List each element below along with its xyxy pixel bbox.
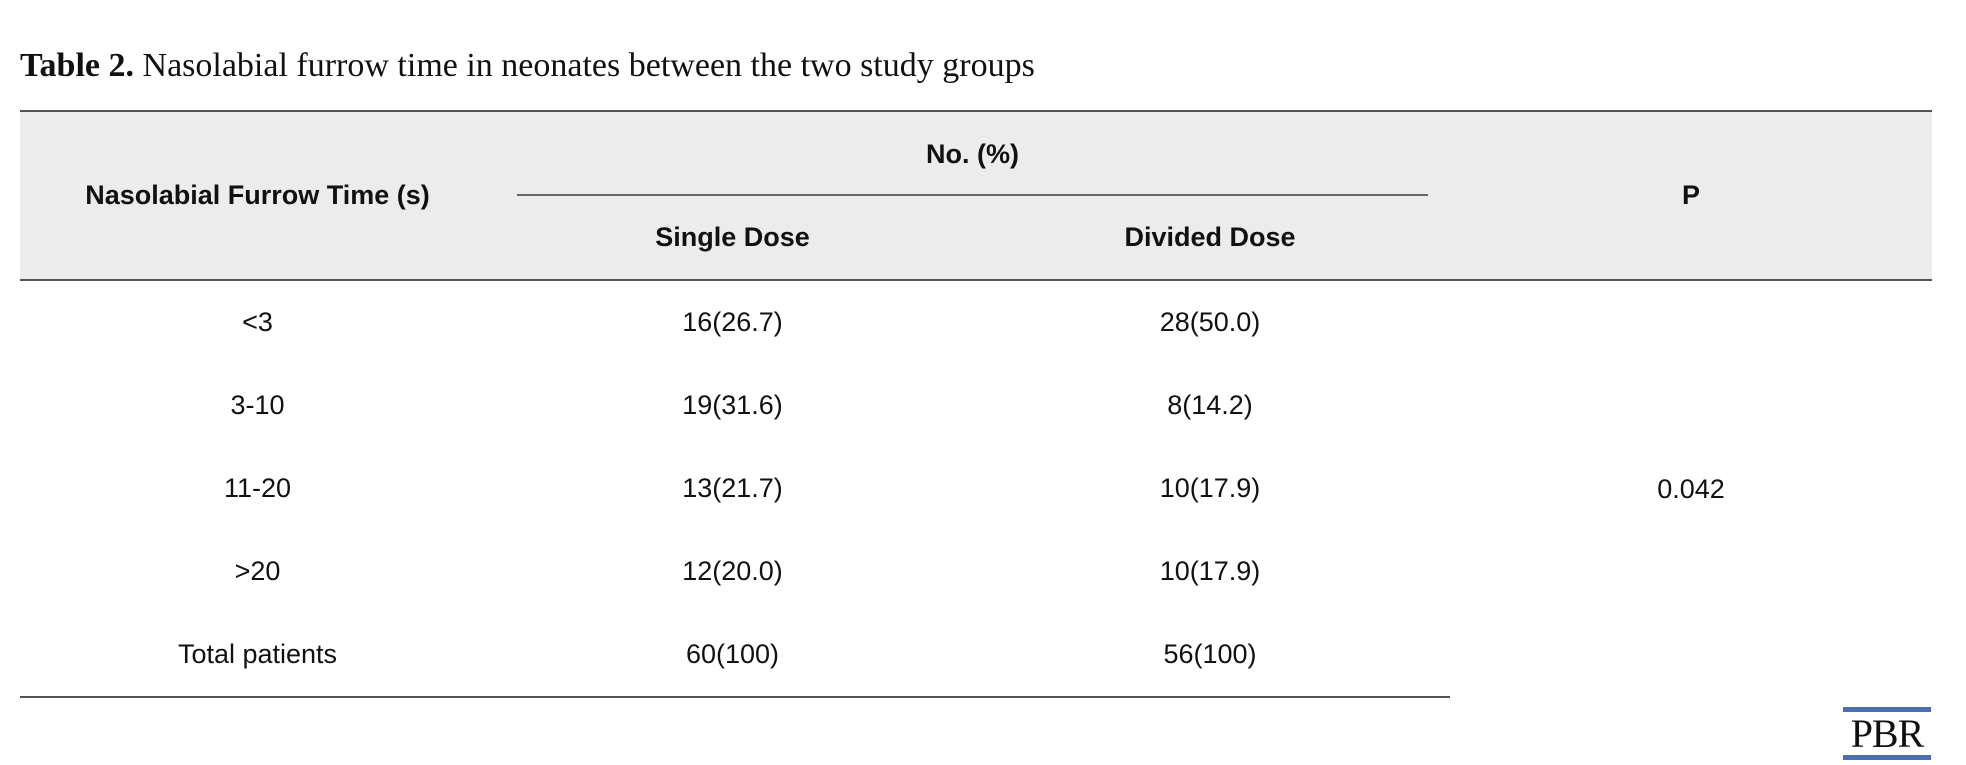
cell-time: Total patients	[20, 613, 495, 698]
table-row: <3 16(26.7) 28(50.0) 0.042	[20, 280, 1932, 504]
cell-divided: 10(17.9)	[1159, 556, 1261, 586]
table-caption-label: Table 2.	[20, 47, 135, 84]
table-row: 3-10 19(31.6) 8(14.2)	[20, 364, 1932, 447]
header-group-no-percent: No. (%)	[495, 111, 1451, 196]
pbr-logo: PBR	[1843, 707, 1931, 760]
logo-top-bar	[1843, 707, 1931, 712]
cell-single: 13(21.7)	[682, 473, 783, 503]
header-row-2: Single Dose Divided Dose	[20, 196, 1933, 280]
logo-bottom-bar	[1843, 755, 1931, 760]
cell-time: >20	[234, 556, 281, 586]
header-furrow-time: Nasolabial Furrow Time (s)	[20, 111, 495, 280]
table-row: >20 12(20.0) 10(17.9)	[20, 530, 1932, 613]
data-table: Nasolabial Furrow Time (s) No. (%) P Sin…	[20, 110, 1933, 698]
header-divided-dose: Divided Dose	[970, 196, 1451, 280]
cell-time: 3-10	[230, 390, 285, 420]
logo-text: PBR	[1850, 711, 1925, 756]
table-body: <3 16(26.7) 28(50.0) 0.042 3-10 19(31.6)…	[20, 280, 1932, 698]
cell-single: 60(100)	[495, 613, 970, 698]
cell-p-value: 0.042	[1657, 473, 1725, 504]
group-underline	[517, 194, 1429, 196]
table-header: Nasolabial Furrow Time (s) No. (%) P Sin…	[20, 111, 1933, 280]
cell-divided: 56(100)	[970, 613, 1451, 698]
cell-single: 16(26.7)	[682, 307, 783, 337]
header-single-dose: Single Dose	[495, 196, 970, 280]
header-p: P	[1450, 111, 1933, 280]
table-row: 11-20 13(21.7) 10(17.9)	[20, 447, 1932, 530]
cell-single: 19(31.6)	[682, 390, 783, 420]
header-group-label: No. (%)	[926, 138, 1019, 169]
data-table-container: Nasolabial Furrow Time (s) No. (%) P Sin…	[20, 110, 1933, 698]
cell-divided: 10(17.9)	[1159, 473, 1261, 503]
cell-single: 12(20.0)	[682, 556, 783, 586]
cell-time: <3	[242, 307, 273, 337]
cell-divided: 8(14.2)	[1167, 390, 1253, 420]
table-row-total: Total patients 60(100) 56(100)	[20, 613, 1932, 698]
cell-time: 11-20	[223, 473, 292, 503]
table-caption: Table 2. Nasolabial furrow time in neona…	[20, 46, 1035, 86]
table-caption-text: Nasolabial furrow time in neonates betwe…	[142, 47, 1035, 84]
cell-divided: 28(50.0)	[1159, 307, 1261, 337]
header-row-1: Nasolabial Furrow Time (s) No. (%) P	[20, 111, 1933, 280]
